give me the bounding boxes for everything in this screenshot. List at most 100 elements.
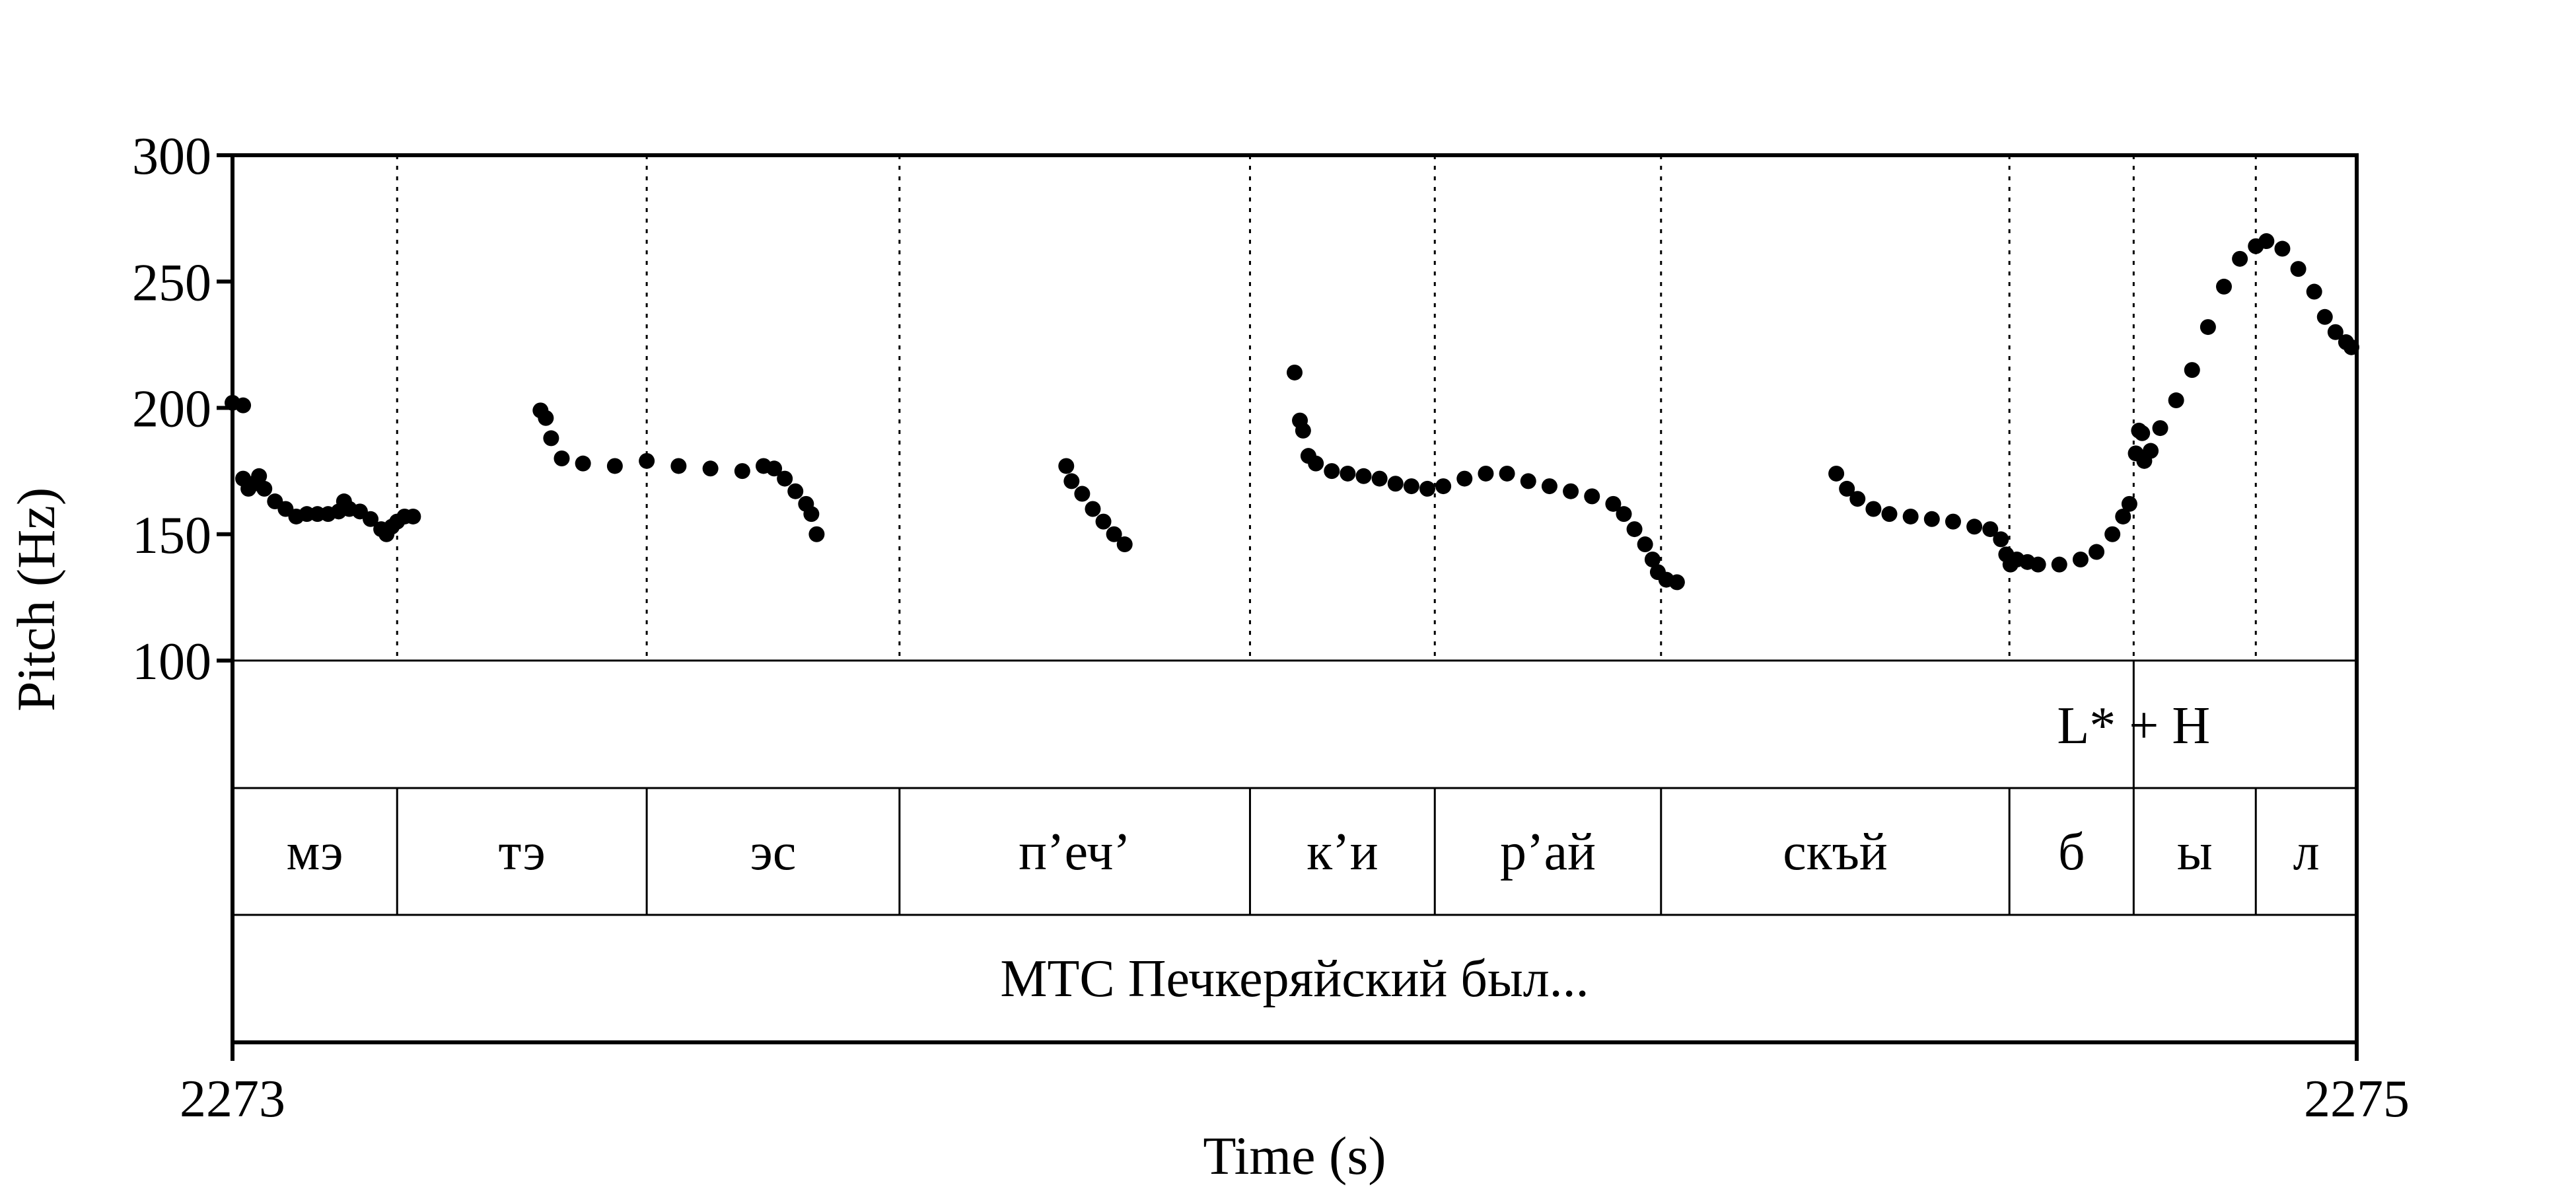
pitch-point-0-5 <box>251 468 268 484</box>
x-axis-title: Time (s) <box>1203 1126 1386 1186</box>
pitch-point-5-8 <box>2200 319 2216 336</box>
syllable-label: ы <box>2177 823 2213 881</box>
axes: Pitch (Hz) Time (s) 2273 2275 300 250 200 1… <box>6 127 2410 1186</box>
pitch-point-1-16 <box>808 526 825 542</box>
pitch-point-4-9 <box>1982 521 1999 538</box>
x-tick-label-end: 2275 <box>2304 1070 2410 1128</box>
utterance-label: МТС Печкеряйский был... <box>1000 950 1589 1008</box>
pitch-point-3-6 <box>1340 465 1356 482</box>
pitch-point-5-15 <box>2306 283 2322 300</box>
pitch-point-5-10 <box>2232 250 2248 267</box>
pitch-point-3-20 <box>1605 495 1622 512</box>
pitch-point-4-3 <box>1865 501 1882 517</box>
pitch-point-3-22 <box>1626 521 1643 538</box>
pitch-point-3-9 <box>1387 476 1404 492</box>
y-tick-label-150: 150 <box>132 507 211 565</box>
pitch-point-4-20 <box>2115 508 2131 524</box>
pitch-point-3-18 <box>1563 483 1579 499</box>
pitch-point-2-5 <box>1106 526 1122 542</box>
pitch-point-0-6 <box>256 480 273 497</box>
pitch-point-3-19 <box>1584 488 1600 505</box>
syllable-label: эс <box>750 823 797 881</box>
pitch-point-3-13 <box>1456 470 1473 487</box>
syllable-label: л <box>2293 823 2320 881</box>
pitch-point-1-9 <box>734 463 750 480</box>
syllable-label: р’ай <box>1500 823 1596 881</box>
pitch-point-4-16 <box>2051 556 2067 573</box>
pitch-point-2-6 <box>1116 536 1133 553</box>
pitch-point-4-2 <box>1849 491 1866 507</box>
pitch-point-5-5 <box>2152 420 2168 437</box>
pitch-point-3-2 <box>1295 422 1311 439</box>
pitch-point-1-12 <box>777 470 793 487</box>
pitch-point-5-14 <box>2290 261 2307 277</box>
pitch-point-2-3 <box>1085 501 1101 517</box>
pitch-point-4-0 <box>1828 465 1845 482</box>
y-axis-title: Pitch (Hz) <box>6 487 66 711</box>
pitch-point-3-5 <box>1324 463 1340 480</box>
pitch-point-4-6 <box>1923 511 1940 527</box>
pitch-point-4-7 <box>1945 513 1961 530</box>
pitch-point-3-8 <box>1371 470 1388 487</box>
pitch-point-1-13 <box>787 483 804 499</box>
pitch-point-3-23 <box>1637 536 1653 553</box>
pitch-point-3-0 <box>1287 364 1303 380</box>
syllable-label: б <box>2058 823 2085 881</box>
pitch-point-4-15 <box>2030 556 2046 573</box>
pitch-point-3-27 <box>1668 574 1685 591</box>
pitch-point-5-2 <box>2134 425 2151 441</box>
pitch-point-2-1 <box>1063 473 1080 489</box>
syllable-label: мэ <box>287 823 343 881</box>
pitch-points <box>225 233 2359 591</box>
pitch-point-3-7 <box>1355 468 1372 484</box>
y-tick-label-100: 100 <box>132 633 211 691</box>
pitch-point-0-1 <box>235 397 252 414</box>
pitch-point-5-4 <box>2143 443 2159 459</box>
plot-frame <box>231 153 2359 1044</box>
x-tick-label-start: 2273 <box>180 1070 285 1128</box>
syllable-label: тэ <box>499 823 546 881</box>
pitch-point-3-10 <box>1403 478 1419 495</box>
pitch-point-0-23 <box>405 508 421 524</box>
pitch-point-4-4 <box>1881 506 1898 522</box>
pitch-point-1-1 <box>538 410 554 426</box>
pitch-point-5-6 <box>2168 392 2184 409</box>
pitch-point-4-1 <box>1839 480 1855 497</box>
pitch-point-4-19 <box>2104 526 2121 542</box>
pitch-point-3-21 <box>1616 506 1632 522</box>
pitch-point-5-9 <box>2216 278 2232 295</box>
pitch-point-4-5 <box>1902 508 1919 524</box>
pitch-point-3-17 <box>1541 478 1557 495</box>
pitch-point-3-4 <box>1308 455 1324 472</box>
y-tick-label-200: 200 <box>132 380 211 439</box>
pitch-point-5-7 <box>2184 362 2200 378</box>
pitch-point-3-24 <box>1644 552 1661 567</box>
pitch-point-1-15 <box>803 506 820 522</box>
pitch-point-4-17 <box>2072 552 2089 567</box>
pitch-point-1-4 <box>575 455 591 472</box>
pitch-point-3-11 <box>1419 480 1435 497</box>
pitch-point-1-5 <box>606 458 623 474</box>
pitch-point-1-3 <box>554 450 570 466</box>
pitch-point-5-13 <box>2274 240 2291 257</box>
pitch-point-3-14 <box>1478 465 1494 482</box>
y-tick-label-300: 300 <box>132 127 211 186</box>
pitch-point-3-12 <box>1435 478 1452 495</box>
pitch-point-4-18 <box>2089 544 2105 560</box>
pitch-point-4-10 <box>1993 531 2009 548</box>
syllable-label: п’еч’ <box>1019 823 1131 881</box>
pitch-point-4-8 <box>1966 519 1983 535</box>
pitch-point-1-11 <box>766 460 783 477</box>
annotation-tiers: L* + H МТС Печкеряйский был... мэ тэ эс п’е… <box>233 659 2357 1008</box>
pitch-point-5-16 <box>2316 308 2333 325</box>
syllable-label: скъй <box>1783 823 1888 881</box>
pitch-point-0-17 <box>363 511 379 527</box>
pitch-point-3-16 <box>1520 473 1536 489</box>
pitch-point-5-12 <box>2258 233 2275 250</box>
y-tick-label-250: 250 <box>132 254 211 312</box>
pitch-point-5-17 <box>2327 324 2343 340</box>
pitch-point-1-8 <box>702 460 719 477</box>
pitch-point-1-2 <box>543 430 559 447</box>
pitch-point-1-7 <box>670 458 687 474</box>
